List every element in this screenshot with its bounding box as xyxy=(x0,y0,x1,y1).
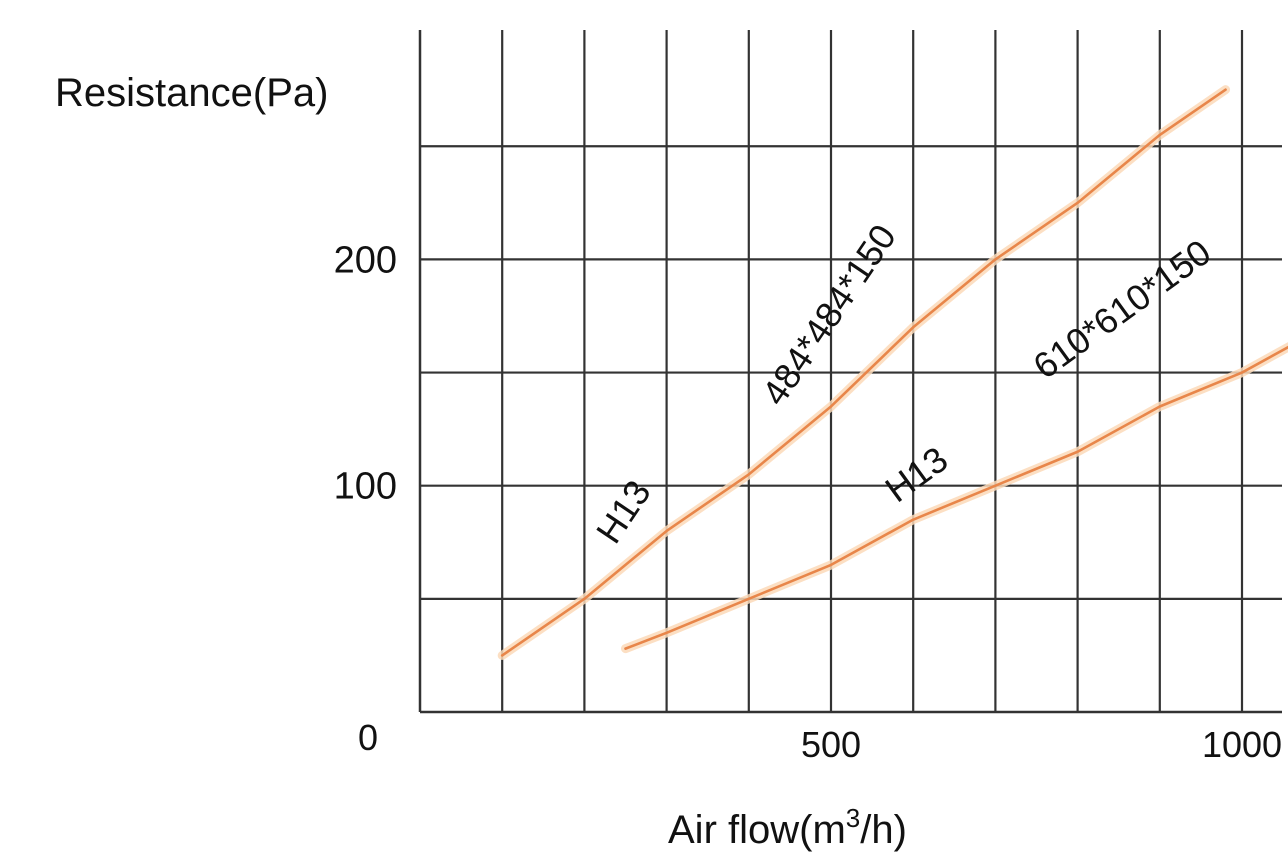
x-axis-label: Air flow(m3/h) xyxy=(668,803,907,852)
y-tick-label: 200 xyxy=(334,239,397,281)
series-1-label-a: H13 xyxy=(588,473,659,551)
series-1-label-b: 484*484*150 xyxy=(754,217,904,413)
series-2-label-a: H13 xyxy=(878,438,956,510)
series-2-label-b-group: 610*610*150 xyxy=(1026,231,1219,387)
series-labels: H13 484*484*150 H13 610*610*150 xyxy=(588,217,1218,550)
series-2-label-a-group: H13 xyxy=(878,438,956,510)
y-tick-label: 100 xyxy=(334,466,397,508)
series-1-label-b-group: 484*484*150 xyxy=(754,217,904,413)
zero-label: 0 xyxy=(358,717,378,758)
series-2-label-b: 610*610*150 xyxy=(1026,231,1219,387)
x-tick-label: 1000 xyxy=(1202,724,1282,765)
axes: 50010001500100200 xyxy=(334,30,1282,765)
y-axis-label: Resistance(Pa) xyxy=(55,71,328,115)
x-axis-label-tail: /h) xyxy=(860,808,907,852)
x-tick-label: 500 xyxy=(801,724,861,765)
series-line-glow-2 xyxy=(621,342,1288,654)
series-line-1 xyxy=(500,88,1227,657)
series-line-2 xyxy=(624,345,1288,650)
x-axis-label-sup: 3 xyxy=(846,803,860,833)
series-1-label-a-group: H13 xyxy=(588,473,659,551)
series-lines xyxy=(497,85,1288,660)
grid xyxy=(420,30,1282,712)
x-axis-label-main: Air flow(m xyxy=(668,808,846,852)
